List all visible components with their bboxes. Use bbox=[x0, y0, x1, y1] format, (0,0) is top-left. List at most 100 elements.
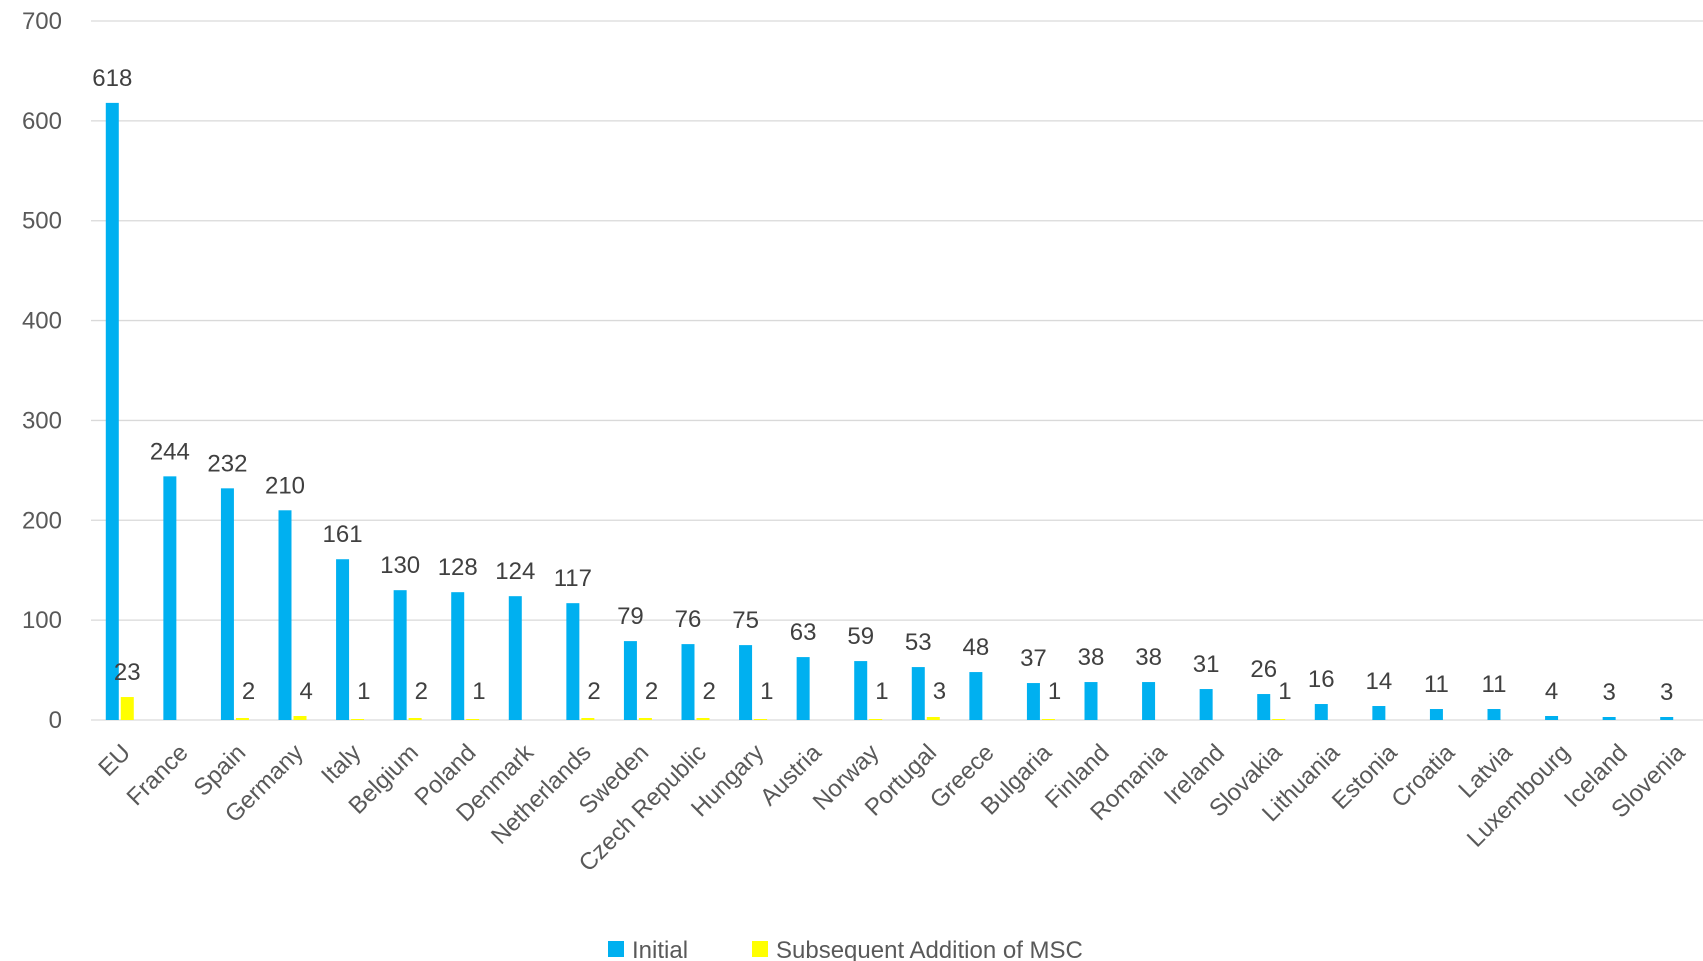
data-label-subsequent: 2 bbox=[703, 678, 716, 705]
bar-initial bbox=[336, 559, 350, 720]
data-label-subsequent: 2 bbox=[415, 678, 428, 705]
data-label-subsequent: 3 bbox=[933, 678, 946, 705]
x-category-label: Croatia bbox=[1386, 739, 1460, 813]
bars bbox=[105, 102, 1674, 720]
y-tick-label: 400 bbox=[22, 308, 62, 335]
bar-initial bbox=[854, 661, 868, 720]
bar-initial bbox=[278, 510, 292, 720]
bar-initial bbox=[220, 488, 234, 720]
bar-subsequent bbox=[869, 719, 883, 720]
bar-subsequent bbox=[466, 719, 480, 720]
data-label-initial: 59 bbox=[847, 623, 874, 650]
data-label-initial: 124 bbox=[495, 558, 535, 585]
data-label-initial: 53 bbox=[905, 629, 932, 656]
data-label-initial: 3 bbox=[1660, 679, 1673, 706]
data-label-initial: 618 bbox=[92, 65, 132, 92]
bar-subsequent bbox=[754, 719, 768, 720]
data-label-initial: 161 bbox=[323, 521, 363, 548]
y-tick-label: 600 bbox=[22, 108, 62, 135]
bar-subsequent bbox=[408, 718, 422, 720]
y-tick-label: 300 bbox=[22, 407, 62, 434]
data-label-initial: 128 bbox=[438, 554, 478, 581]
bar-initial bbox=[1602, 717, 1616, 720]
data-label-subsequent: 2 bbox=[242, 678, 255, 705]
data-label-subsequent: 1 bbox=[875, 678, 888, 705]
data-label-initial: 3 bbox=[1602, 679, 1615, 706]
bar-initial bbox=[1429, 709, 1443, 720]
bar-initial bbox=[1199, 689, 1213, 720]
data-label-initial: 210 bbox=[265, 472, 305, 499]
bar-initial bbox=[163, 476, 177, 720]
y-axis-tick-labels: 0 100 200 300 400 500 600 700 bbox=[22, 8, 62, 734]
data-label-subsequent: 1 bbox=[1278, 678, 1291, 705]
bar-initial bbox=[1257, 694, 1271, 720]
data-label-initial: 63 bbox=[790, 619, 817, 646]
y-tick-label: 700 bbox=[22, 8, 62, 35]
bar-initial bbox=[623, 641, 637, 720]
bar-subsequent bbox=[351, 719, 365, 720]
data-label-initial: 79 bbox=[617, 603, 644, 630]
data-label-initial: 37 bbox=[1020, 645, 1047, 672]
bar-initial bbox=[1314, 704, 1328, 720]
bar-subsequent bbox=[1272, 719, 1286, 720]
bar-initial bbox=[566, 603, 580, 720]
bar-initial bbox=[1084, 682, 1098, 720]
bar-initial bbox=[739, 645, 753, 720]
data-label-subsequent: 2 bbox=[587, 678, 600, 705]
data-label-initial: 232 bbox=[207, 450, 247, 477]
bar-initial bbox=[1142, 682, 1156, 720]
data-label-initial: 14 bbox=[1366, 668, 1393, 695]
data-label-subsequent: 1 bbox=[357, 678, 370, 705]
bar-subsequent bbox=[235, 718, 249, 720]
x-category-label: Italy bbox=[316, 739, 366, 789]
data-label-initial: 26 bbox=[1250, 656, 1277, 683]
bar-initial bbox=[681, 644, 695, 720]
data-label-initial: 76 bbox=[675, 606, 702, 633]
data-label-initial: 16 bbox=[1308, 666, 1335, 693]
bar-initial bbox=[1487, 709, 1501, 720]
legend-swatch-initial bbox=[608, 941, 624, 957]
legend-label-subsequent: Subsequent Addition of MSC bbox=[776, 937, 1083, 961]
bar-initial bbox=[1660, 717, 1674, 720]
bar-subsequent bbox=[638, 718, 652, 720]
legend: Initial Subsequent Addition of MSC bbox=[608, 937, 1083, 961]
data-label-subsequent: 2 bbox=[645, 678, 658, 705]
bar-initial bbox=[1026, 683, 1040, 720]
data-label-initial: 11 bbox=[1424, 671, 1449, 698]
data-label-initial: 11 bbox=[1482, 671, 1507, 698]
y-tick-label: 100 bbox=[22, 607, 62, 634]
x-category-label: Estonia bbox=[1327, 739, 1403, 815]
bar-initial bbox=[911, 667, 925, 720]
y-tick-label: 500 bbox=[22, 208, 62, 235]
legend-swatch-subsequent bbox=[752, 941, 768, 957]
bar-initial bbox=[393, 590, 407, 720]
bar-initial bbox=[796, 657, 810, 720]
data-label-initial: 48 bbox=[963, 634, 990, 661]
data-label-initial: 244 bbox=[150, 438, 190, 465]
bar-initial bbox=[105, 102, 119, 720]
x-category-label: France bbox=[122, 739, 194, 811]
bar-subsequent bbox=[696, 718, 710, 720]
data-label-initial: 75 bbox=[732, 607, 759, 634]
data-label-subsequent: 4 bbox=[300, 678, 313, 705]
data-label-initial: 38 bbox=[1078, 644, 1105, 671]
bar-initial bbox=[451, 592, 465, 720]
x-category-label: EU bbox=[93, 739, 136, 782]
data-label-initial: 38 bbox=[1135, 644, 1162, 671]
data-label-subsequent: 1 bbox=[760, 678, 773, 705]
y-tick-label: 200 bbox=[22, 507, 62, 534]
data-label-initial: 4 bbox=[1545, 678, 1558, 705]
y-tick-label: 0 bbox=[49, 707, 62, 734]
bar-subsequent bbox=[926, 717, 940, 720]
data-label-subsequent: 23 bbox=[114, 659, 141, 686]
bar-initial bbox=[1545, 716, 1559, 720]
bar-initial bbox=[508, 596, 522, 720]
data-label-initial: 31 bbox=[1193, 651, 1220, 678]
data-label-subsequent: 1 bbox=[472, 678, 485, 705]
bar-subsequent bbox=[293, 716, 307, 720]
data-label-initial: 130 bbox=[380, 552, 420, 579]
bar-initial bbox=[969, 672, 983, 720]
